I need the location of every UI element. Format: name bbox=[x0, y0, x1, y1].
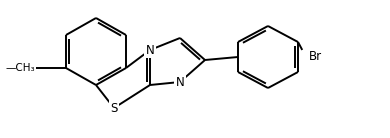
Text: —CH₃: —CH₃ bbox=[5, 63, 35, 73]
Text: N: N bbox=[145, 43, 154, 56]
Text: Br: Br bbox=[309, 51, 322, 63]
Text: N: N bbox=[176, 75, 184, 88]
Text: S: S bbox=[110, 102, 118, 115]
